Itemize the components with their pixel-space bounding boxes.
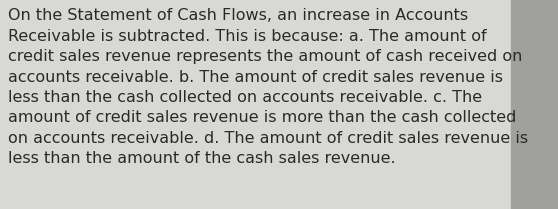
Bar — [511, 0, 558, 209]
Text: On the Statement of Cash Flows, an increase in Accounts
Receivable is subtracted: On the Statement of Cash Flows, an incre… — [8, 8, 528, 166]
